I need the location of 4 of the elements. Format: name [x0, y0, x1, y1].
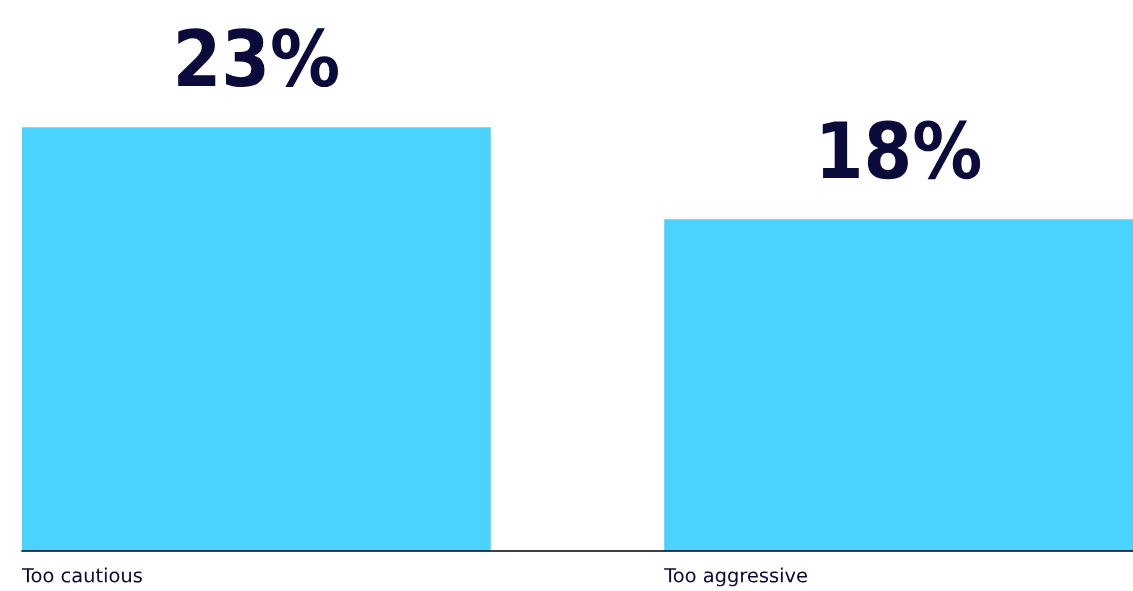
x-tick-label: Too cautious [21, 567, 142, 583]
data-label: 18% [822, 120, 981, 180]
x-tick-label: Too aggressive [664, 567, 807, 587]
data-label: 23% [178, 28, 338, 88]
